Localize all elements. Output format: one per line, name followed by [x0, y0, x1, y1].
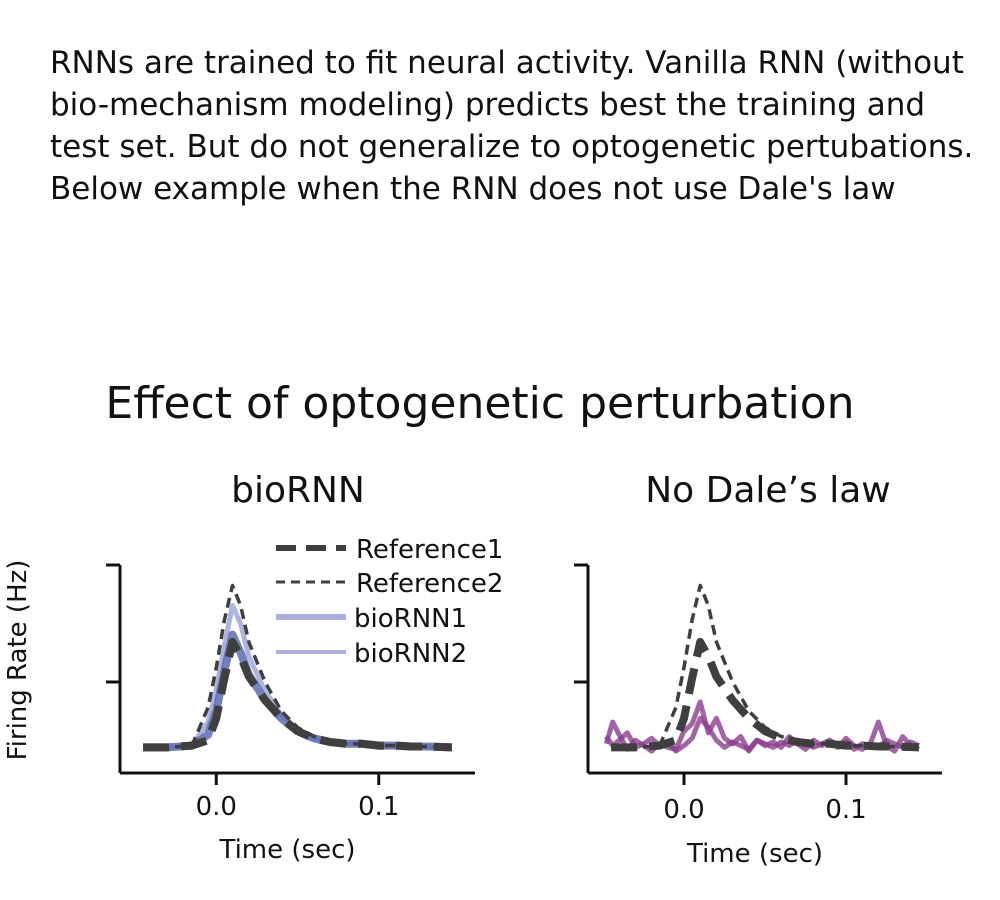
intro-line: bio-mechanism modeling) predicts best th…	[50, 87, 926, 123]
series-line-reference2	[143, 583, 452, 750]
x-tick-label: 0.1	[358, 792, 399, 822]
panel-title: bioRNN	[231, 470, 365, 511]
series-layer	[143, 583, 453, 752]
legend-label: Reference2	[356, 569, 503, 599]
intro-line: test set. But do not generalize to optog…	[50, 129, 974, 165]
legend: Reference1 Reference2 bioRNN1 bioRNN2	[276, 535, 503, 669]
intro-line: Below example when the RNN does not use …	[50, 171, 896, 207]
series-line-reference2	[611, 583, 919, 750]
panel-title: No Dale’s law	[645, 470, 890, 511]
intro-line: RNNs are trained to fit neural activity.…	[50, 45, 964, 81]
axes-layer: 0.0 0.1 Time (sec)	[574, 563, 942, 869]
panel-biornn: bioRNN 0.0 0.1 Time (sec) Reference1 Ref…	[106, 470, 503, 865]
axes-layer: 0.0 0.1 Time (sec)	[106, 563, 475, 865]
x-tick-label: 0.1	[825, 795, 866, 825]
x-tick-label: 0.0	[663, 795, 704, 825]
y-axis-label: Firing Rate (Hz)	[3, 560, 33, 761]
x-axis-label: Time (sec)	[218, 835, 355, 865]
panel-no-dale: No Dale’s law 0.0 0.1 Time (sec)	[574, 470, 942, 869]
x-axis-label: Time (sec)	[686, 839, 823, 869]
series-layer	[603, 583, 920, 754]
legend-label: bioRNN1	[354, 604, 467, 634]
legend-label: Reference1	[356, 535, 503, 565]
legend-label: bioRNN2	[354, 639, 467, 669]
figure-title: Effect of optogenetic perturbation	[105, 378, 854, 429]
x-tick-label: 0.0	[196, 792, 237, 822]
intro-text: RNNs are trained to fit neural activity.…	[50, 42, 990, 210]
